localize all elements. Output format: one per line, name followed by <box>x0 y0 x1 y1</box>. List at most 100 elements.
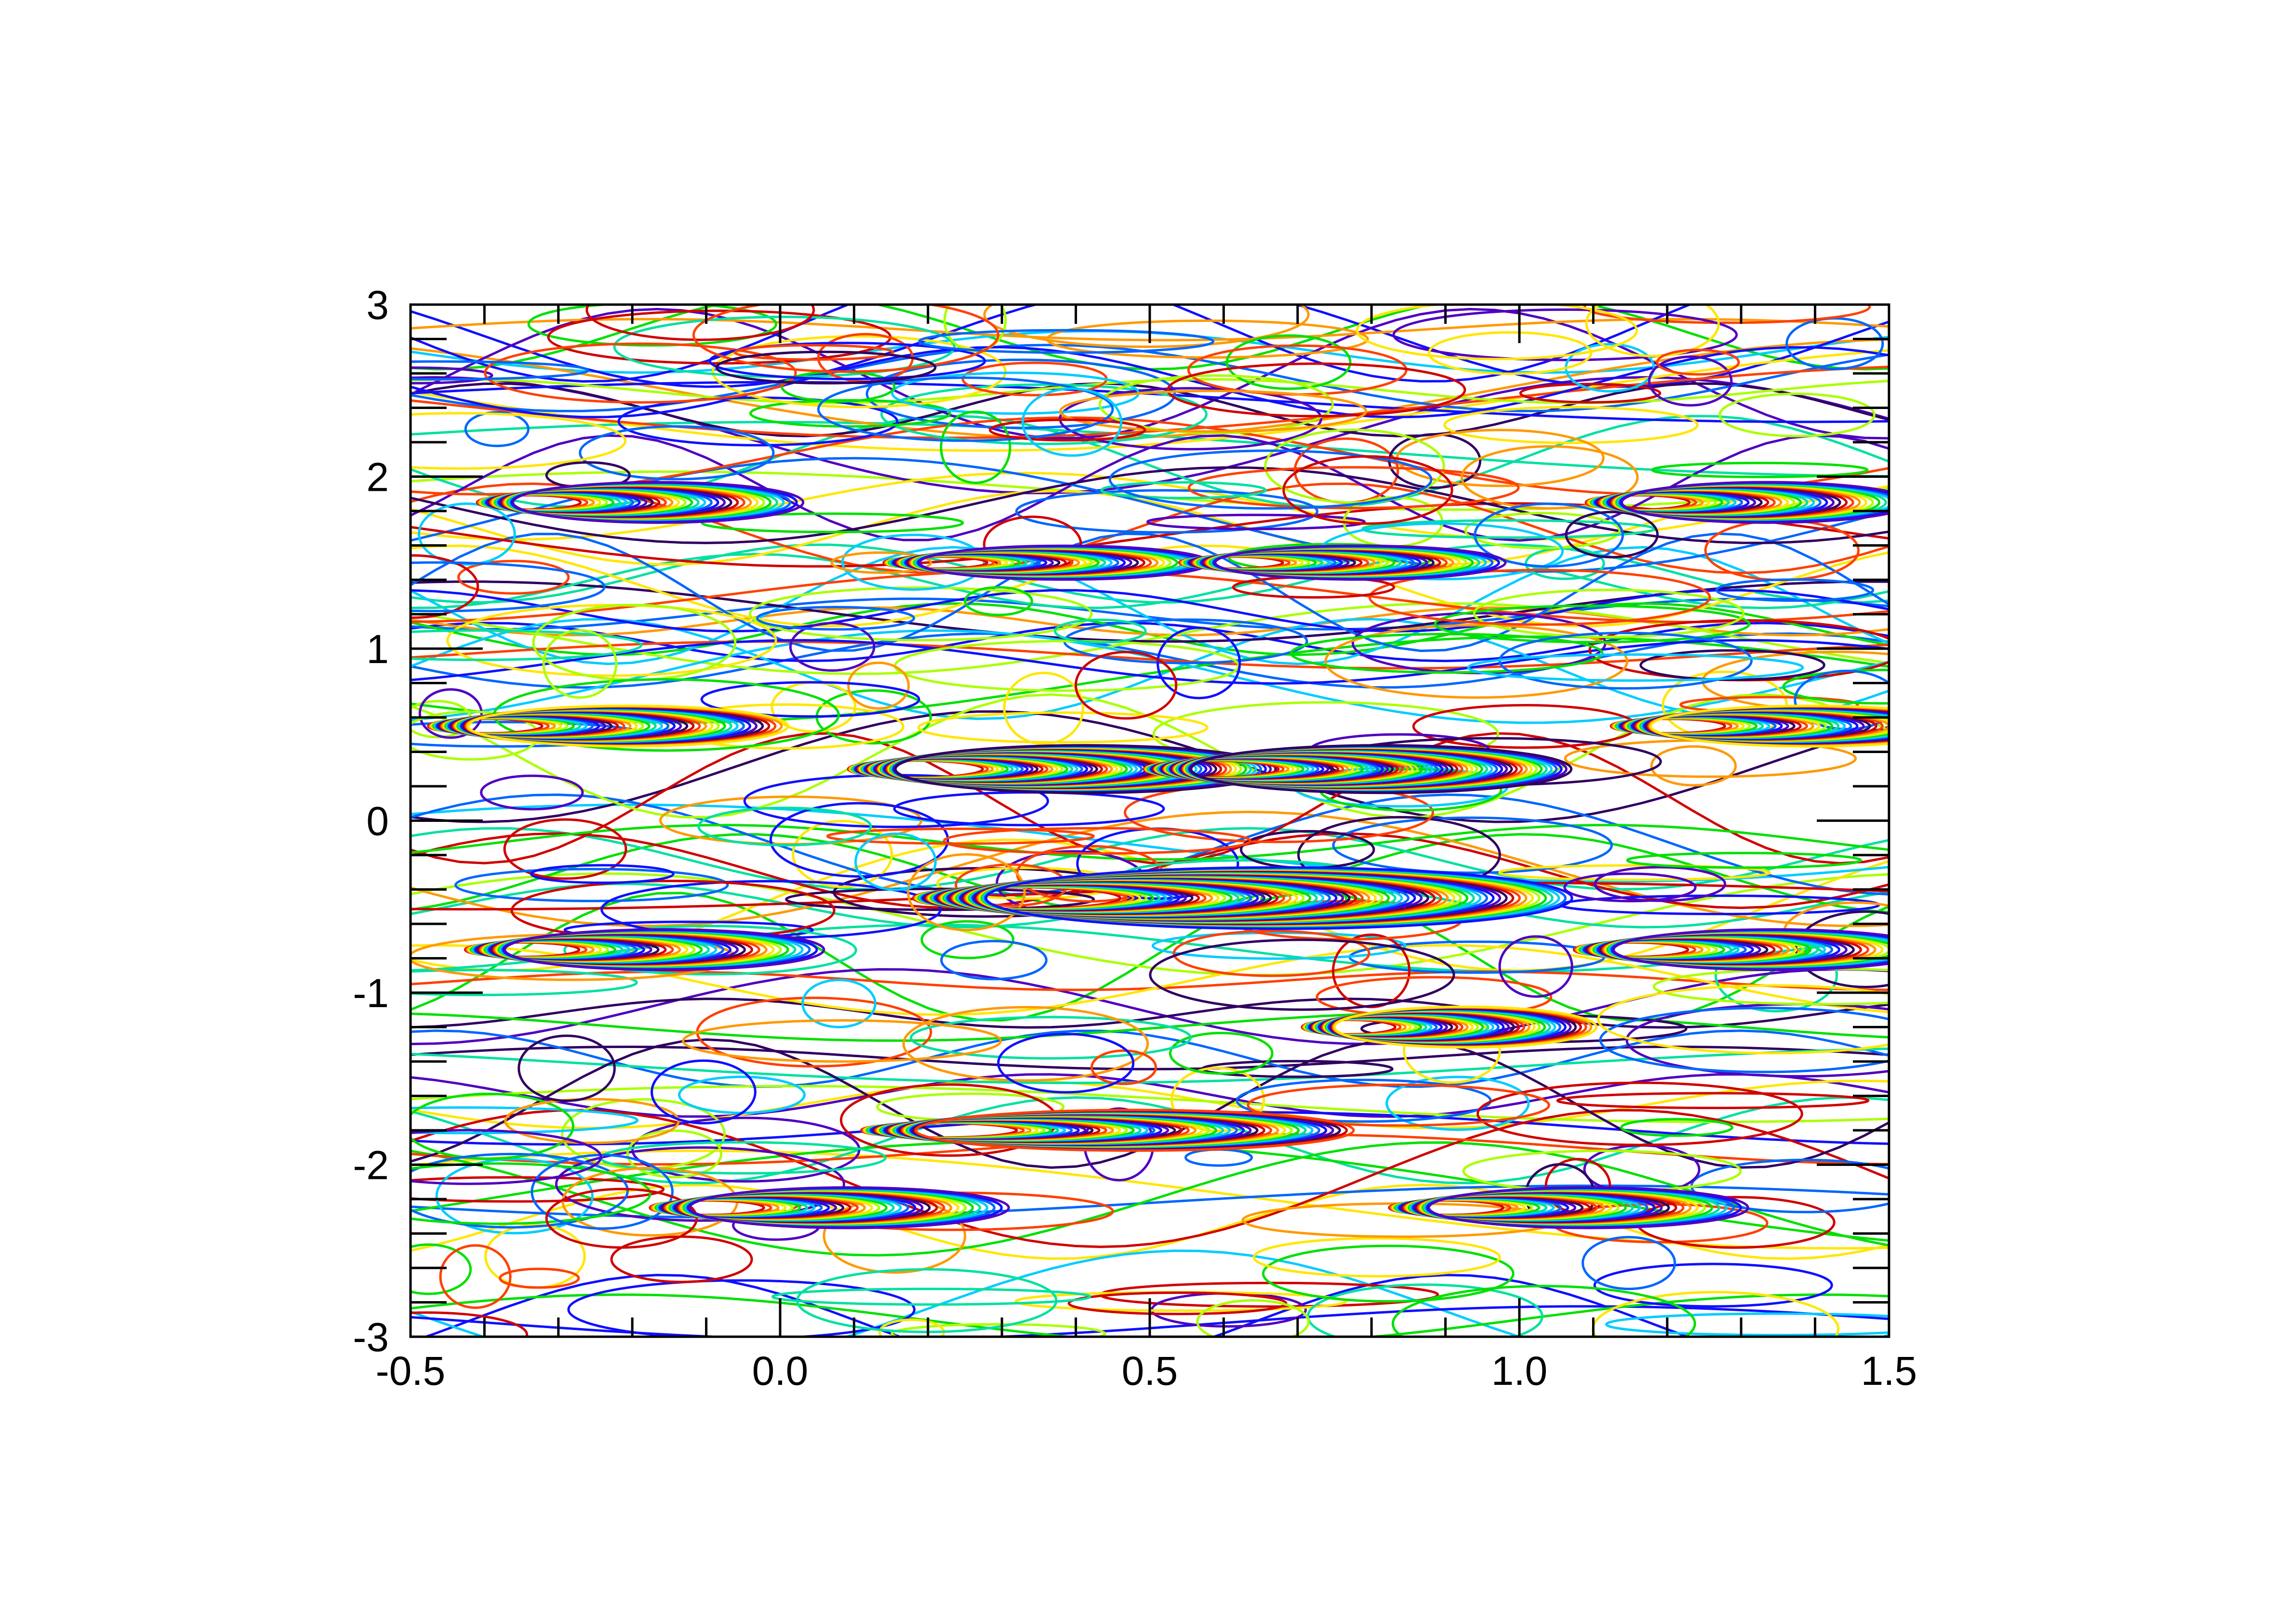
family-curve <box>503 928 825 972</box>
y-tick-label: -2 <box>353 1143 389 1188</box>
family-curve <box>466 704 789 748</box>
curve-loop <box>939 410 1012 484</box>
curve-loop <box>542 629 617 699</box>
streamline <box>411 349 1889 452</box>
curve-loop <box>1585 305 1720 358</box>
family-curve <box>1612 928 1889 972</box>
curve-loop <box>681 1019 1002 1063</box>
curve-loop <box>1307 1283 1543 1337</box>
curve-loop <box>411 1162 652 1225</box>
family-curve <box>985 866 1573 930</box>
family-curve <box>894 744 1277 794</box>
family-curve <box>1214 544 1507 581</box>
curve-loop <box>480 774 584 811</box>
curve-loop <box>983 305 1310 348</box>
curve-loop <box>1498 935 1573 998</box>
curve-loop <box>708 342 986 381</box>
family-curve <box>1427 1186 1749 1229</box>
curve-loop <box>1188 466 1520 510</box>
curve-loop <box>418 502 516 566</box>
curve-loop <box>1282 455 1453 525</box>
curve-loop <box>1651 461 1869 478</box>
y-tick-label: -1 <box>353 971 389 1016</box>
curve-loop <box>1782 669 1889 705</box>
curve-loop <box>801 979 876 1028</box>
curve-loop <box>1460 445 1639 510</box>
curve-loop <box>792 819 893 888</box>
curve-loop <box>1391 1285 1696 1337</box>
curve-loop <box>1434 604 1751 643</box>
streamline <box>411 710 1889 823</box>
curve-loop <box>1196 1299 1310 1337</box>
streamline <box>411 827 1889 891</box>
curve-loop <box>989 418 1146 442</box>
family-curve <box>1620 481 1889 524</box>
curve-loop <box>1368 569 1711 626</box>
curve-loop <box>1392 308 1738 361</box>
curve-loop <box>1639 649 1825 681</box>
curve-loop <box>1464 511 1621 550</box>
curve-loop <box>411 360 590 381</box>
streamline <box>411 1184 1889 1219</box>
axis-ticks <box>409 303 1890 1338</box>
curve-loop <box>435 1158 594 1235</box>
curve-loop <box>1476 1081 1803 1146</box>
curve-loop <box>563 925 858 976</box>
curve-loop <box>499 1267 580 1289</box>
axis-labels: -0.5 0.0 0.5 1.0 1.5 -3 -2 -1 0 1 2 3 <box>353 282 1917 1394</box>
curve-loop <box>1074 651 1178 720</box>
streamline <box>411 618 1889 720</box>
curve-loop <box>1498 864 1771 881</box>
curve-loop <box>484 342 797 404</box>
curve-loop <box>585 305 815 341</box>
streamline <box>411 305 1693 383</box>
x-tick-label: -0.5 <box>376 1348 446 1394</box>
streamline <box>411 1079 1889 1129</box>
curve-loop <box>1156 627 1241 700</box>
curve-loop <box>748 586 1093 642</box>
curve-loop <box>1581 1236 1676 1291</box>
curve-loop <box>567 1279 916 1337</box>
curve-loop <box>678 1075 806 1114</box>
curve-loop <box>411 969 638 997</box>
curve-loop <box>817 376 1114 442</box>
curve-loop <box>530 864 675 884</box>
curve-loop <box>1563 872 1697 903</box>
streamline <box>411 997 1889 1029</box>
streamline <box>422 1274 1692 1337</box>
curve-loop <box>1290 633 1604 674</box>
curve-loop <box>826 827 1095 845</box>
curve-loop <box>457 560 570 595</box>
curve-loop <box>1170 1066 1265 1133</box>
curve-loop <box>545 1188 698 1249</box>
curve-loop <box>1648 355 1733 407</box>
streamline <box>411 640 1889 670</box>
curve-loop <box>697 806 872 846</box>
curve-loop <box>1427 331 1593 375</box>
curve-loop <box>1067 1292 1287 1316</box>
curve-loop <box>530 1153 674 1230</box>
curve-loop <box>902 1006 1149 1082</box>
curve-loop <box>464 411 530 448</box>
curve-loop <box>1169 1032 1273 1075</box>
streamline <box>411 602 1889 656</box>
curve-loop <box>1715 578 1875 602</box>
streamline <box>411 1249 1889 1337</box>
curve-loop <box>907 853 1026 932</box>
curve-loop <box>411 1243 472 1295</box>
curve-loop <box>626 1129 722 1178</box>
curve-loop <box>771 1288 1092 1306</box>
curve-loop <box>1149 938 1455 1011</box>
curve-loop <box>446 604 777 677</box>
x-tick-label: 1.5 <box>1861 1348 1917 1394</box>
x-tick-label: 0.5 <box>1122 1348 1178 1394</box>
curve-loop <box>715 350 937 384</box>
curve-loop <box>918 329 1215 354</box>
curve-loop <box>1090 1049 1157 1085</box>
curve-loop <box>411 629 642 661</box>
curve-loop <box>411 1176 665 1203</box>
curve-loop <box>692 305 1000 373</box>
curve-loop <box>997 1033 1135 1094</box>
curve-loop <box>830 551 932 574</box>
curve-loop <box>1656 348 1740 376</box>
